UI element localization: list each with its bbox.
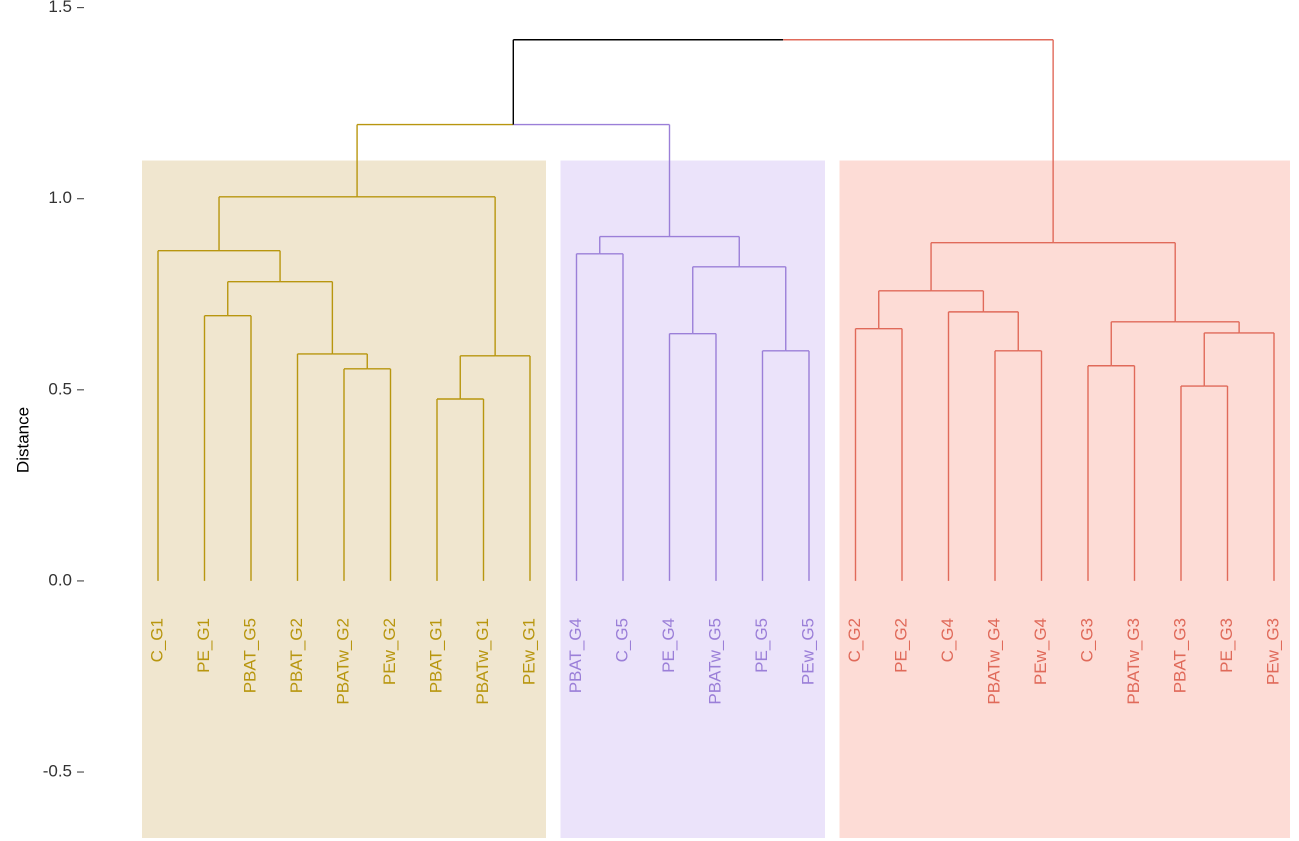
leaf-label: PBATw_G2: [333, 618, 352, 705]
y-axis-label: Distance: [13, 407, 32, 473]
leaf-label: PEw_G1: [519, 618, 538, 685]
leaf-label: PBAT_G2: [287, 618, 306, 693]
leaf-label: PEw_G3: [1263, 618, 1282, 685]
cluster-box: [839, 160, 1290, 838]
leaf-label: PBAT_G1: [426, 618, 445, 693]
leaf-label: C_G5: [612, 618, 631, 662]
leaf-label: PBAT_G3: [1170, 618, 1189, 693]
leaf-label: PE_G2: [891, 618, 910, 673]
leaf-label: PE_G3: [1217, 618, 1236, 673]
leaf-label: PE_G1: [194, 618, 213, 673]
leaf-label: PBATw_G3: [1124, 618, 1143, 705]
y-tick-label: -0.5: [43, 762, 72, 781]
y-tick-label: 0.5: [48, 379, 72, 398]
leaf-label: PE_G4: [659, 618, 678, 673]
y-tick-label: 1.0: [48, 188, 72, 207]
leaf-label: C_G1: [147, 618, 166, 662]
cluster-boxes: [142, 160, 1290, 838]
leaf-label: PBATw_G5: [705, 618, 724, 705]
leaf-label: C_G3: [1077, 618, 1096, 662]
leaf-label: PBAT_G5: [240, 618, 259, 693]
leaf-label: PEw_G2: [380, 618, 399, 685]
leaf-label: PBATw_G1: [473, 618, 492, 705]
leaf-label: PBAT_G4: [566, 618, 585, 693]
leaf-label: PEw_G4: [1031, 618, 1050, 685]
leaf-label: PBATw_G4: [984, 618, 1003, 705]
leaf-label: C_G2: [845, 618, 864, 662]
leaf-label: C_G4: [938, 618, 957, 662]
y-tick-label: 0.0: [48, 570, 72, 589]
leaf-label: PEw_G5: [798, 618, 817, 685]
y-tick-label: 1.5: [48, 0, 72, 16]
leaf-label: PE_G5: [752, 618, 771, 673]
cluster-box: [560, 160, 825, 838]
